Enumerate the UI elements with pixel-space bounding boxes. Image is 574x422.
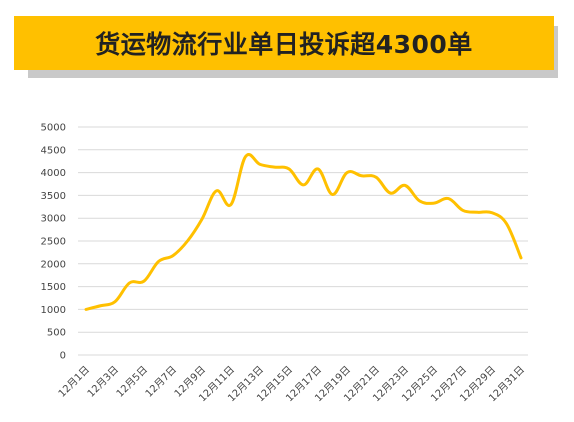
y-tick-label: 3000 xyxy=(41,214,66,225)
y-axis-ticks: 0 500 1000 1500 2000 2500 3000 3500 4000 4500 5000 xyxy=(41,123,66,362)
grid-lines xyxy=(78,126,528,356)
chart-title: 货运物流行业单日投诉超4300单 xyxy=(95,30,473,59)
y-tick-label: 2000 xyxy=(41,259,66,270)
y-tick-label: 3500 xyxy=(41,191,66,202)
y-tick-label: 2500 xyxy=(41,237,66,248)
series-line xyxy=(84,153,523,311)
y-tick-label: 0 xyxy=(60,351,66,362)
y-tick-label: 500 xyxy=(47,328,66,339)
y-tick-label: 4500 xyxy=(41,145,66,156)
x-axis-ticks: 12月1日12月3日12月5日12月7日12月9日12月11日12月13日12月… xyxy=(56,364,527,405)
y-tick-label: 5000 xyxy=(41,123,66,134)
title-banner: 货运物流行业单日投诉超4300单 xyxy=(14,16,554,70)
y-tick-label: 4000 xyxy=(41,168,66,179)
y-tick-label: 1500 xyxy=(41,282,66,293)
y-tick-label: 1000 xyxy=(41,305,66,316)
